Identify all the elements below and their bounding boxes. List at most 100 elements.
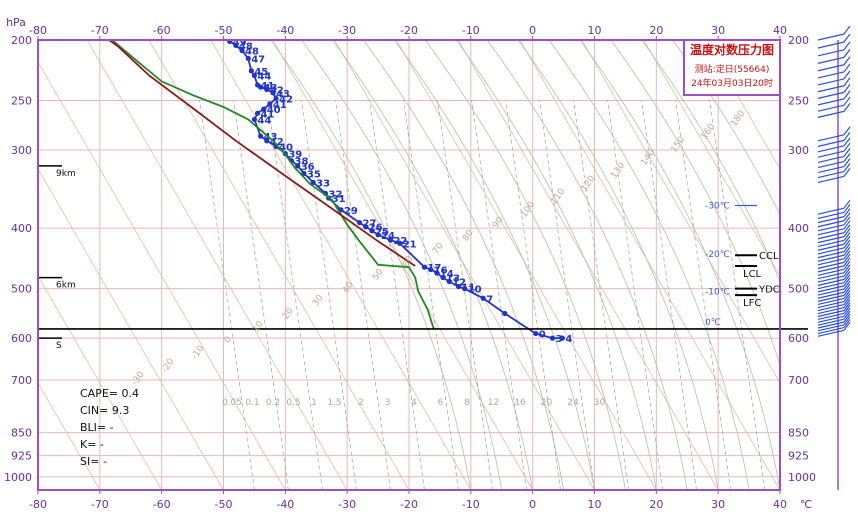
- isotherm-label: -30℃: [705, 201, 730, 211]
- mixing-ratio-label: 6: [438, 398, 444, 408]
- time-label: 24年03月03日20时: [691, 77, 773, 89]
- mixing-ratio-label: 4: [411, 398, 417, 408]
- index-bli: BLI= -: [80, 421, 114, 434]
- x-tick-label-top: -20: [400, 24, 418, 37]
- mixing-ratio-label: 12: [488, 398, 499, 408]
- temperature-point: [550, 336, 555, 341]
- x-tick-label-top: -50: [215, 24, 233, 37]
- x-unit-label: ℃: [800, 498, 812, 511]
- x-tick-label-bottom: 40: [773, 498, 787, 511]
- temperature-point-label: 4: [565, 334, 572, 345]
- mixing-ratio-label: 3: [385, 398, 391, 408]
- x-tick-label-bottom: -70: [91, 498, 109, 511]
- temperature-point: [357, 220, 362, 225]
- level-marker-label: LCL: [743, 269, 762, 280]
- mixing-ratio-label: 8: [464, 398, 470, 408]
- temperature-point-label: 41: [261, 81, 275, 92]
- temperature-point: [533, 331, 538, 336]
- height-mark-label: 6km: [56, 281, 76, 291]
- isotherm-label: -20℃: [705, 250, 730, 260]
- x-tick-label-bottom: -50: [215, 498, 233, 511]
- y-tick-label-right: 1000: [788, 471, 816, 484]
- mixing-ratio-label: 2: [358, 398, 364, 408]
- temperature-point-label: 45: [254, 67, 268, 78]
- isotherm-label: 0℃: [705, 318, 721, 328]
- y-tick-label-left: 400: [11, 222, 32, 235]
- x-tick-label-bottom: -10: [462, 498, 480, 511]
- temperature-point-label: 29: [344, 206, 358, 217]
- y-tick-label-left: 1000: [4, 471, 32, 484]
- x-tick-label-top: 0: [529, 24, 536, 37]
- temperature-point: [258, 134, 263, 139]
- x-tick-label-bottom: 0: [529, 498, 536, 511]
- temperature-point: [255, 111, 260, 116]
- x-tick-label-bottom: -40: [276, 498, 294, 511]
- x-tick-label-bottom: -20: [400, 498, 418, 511]
- x-tick-label-bottom: 30: [711, 498, 725, 511]
- y-tick-label-right: 600: [788, 332, 809, 345]
- mixing-ratio-label: 16: [514, 398, 526, 408]
- y-tick-label-left: 200: [11, 34, 32, 47]
- level-marker-label: YDC: [758, 285, 780, 296]
- temperature-point-label: 3: [555, 334, 562, 345]
- y-tick-label-left: 500: [11, 283, 32, 296]
- mixing-ratio-label: 0.05: [222, 398, 242, 408]
- index-si: SI= -: [80, 455, 107, 468]
- mixing-ratio-label: 1.5: [327, 398, 341, 408]
- temperature-point-label: 0: [539, 330, 546, 341]
- y-tick-label-left: 700: [11, 374, 32, 387]
- isotherm-label: -10℃: [705, 287, 730, 297]
- temperature-point: [249, 68, 254, 73]
- level-marker-label: LFC: [743, 298, 761, 309]
- level-marker-label: CCL: [759, 251, 779, 262]
- temperature-point-label: 27: [363, 219, 377, 230]
- x-tick-label-top: -40: [276, 24, 294, 37]
- temperature-point: [261, 107, 266, 112]
- x-tick-label-top: 20: [649, 24, 663, 37]
- y-tick-label-left: 925: [11, 450, 32, 463]
- height-mark-label: 9km: [56, 169, 76, 179]
- temperature-point: [255, 82, 260, 87]
- y-tick-label-right: 700: [788, 374, 809, 387]
- y-tick-label-left: 850: [11, 427, 32, 440]
- x-tick-label-top: 40: [773, 24, 787, 37]
- x-tick-label-top: -30: [338, 24, 356, 37]
- mixing-ratio-label: 0.2: [266, 398, 280, 408]
- y-tick-label-right: 850: [788, 427, 809, 440]
- x-tick-label-bottom: 10: [588, 498, 602, 511]
- mixing-ratio-label: 0.1: [245, 398, 259, 408]
- y-tick-label-right: 500: [788, 283, 809, 296]
- station-label: 测站:定日(55664): [695, 63, 770, 75]
- y-tick-label-right: 250: [788, 95, 809, 108]
- x-tick-label-top: -60: [153, 24, 171, 37]
- y-tick-label-right: 925: [788, 450, 809, 463]
- x-tick-label-top: 10: [588, 24, 602, 37]
- y-tick-label-right: 200: [788, 34, 809, 47]
- index-cape: CAPE= 0.4: [80, 387, 139, 400]
- title-box: 温度对数压力图 测站:定日(55664) 24年03月03日20时: [684, 40, 780, 95]
- mixing-ratio-label: 20: [541, 398, 553, 408]
- temperature-point-label: 7: [486, 294, 493, 305]
- x-tick-label-top: 30: [711, 24, 725, 37]
- temperature-point: [252, 117, 257, 122]
- temperature-point: [502, 311, 507, 316]
- pressure-unit-label: hPa: [6, 16, 26, 29]
- mixing-ratio-label: 24: [567, 398, 579, 408]
- index-cin: CIN= 9.3: [80, 404, 129, 417]
- index-k: K= -: [80, 438, 104, 451]
- temperature-point: [267, 101, 272, 106]
- x-tick-label-bottom: -30: [338, 498, 356, 511]
- x-tick-label-bottom: 20: [649, 498, 663, 511]
- y-tick-label-right: 300: [788, 144, 809, 157]
- mixing-ratio-label: 1: [311, 398, 317, 408]
- temperature-point: [481, 296, 486, 301]
- x-tick-label-bottom: -60: [153, 498, 171, 511]
- temperature-point-label: 17: [427, 263, 441, 274]
- y-tick-label-left: 250: [11, 95, 32, 108]
- y-tick-label-left: 300: [11, 144, 32, 157]
- temperature-point: [422, 265, 427, 270]
- temperature-point-label: 22: [393, 236, 407, 247]
- x-tick-label-top: -70: [91, 24, 109, 37]
